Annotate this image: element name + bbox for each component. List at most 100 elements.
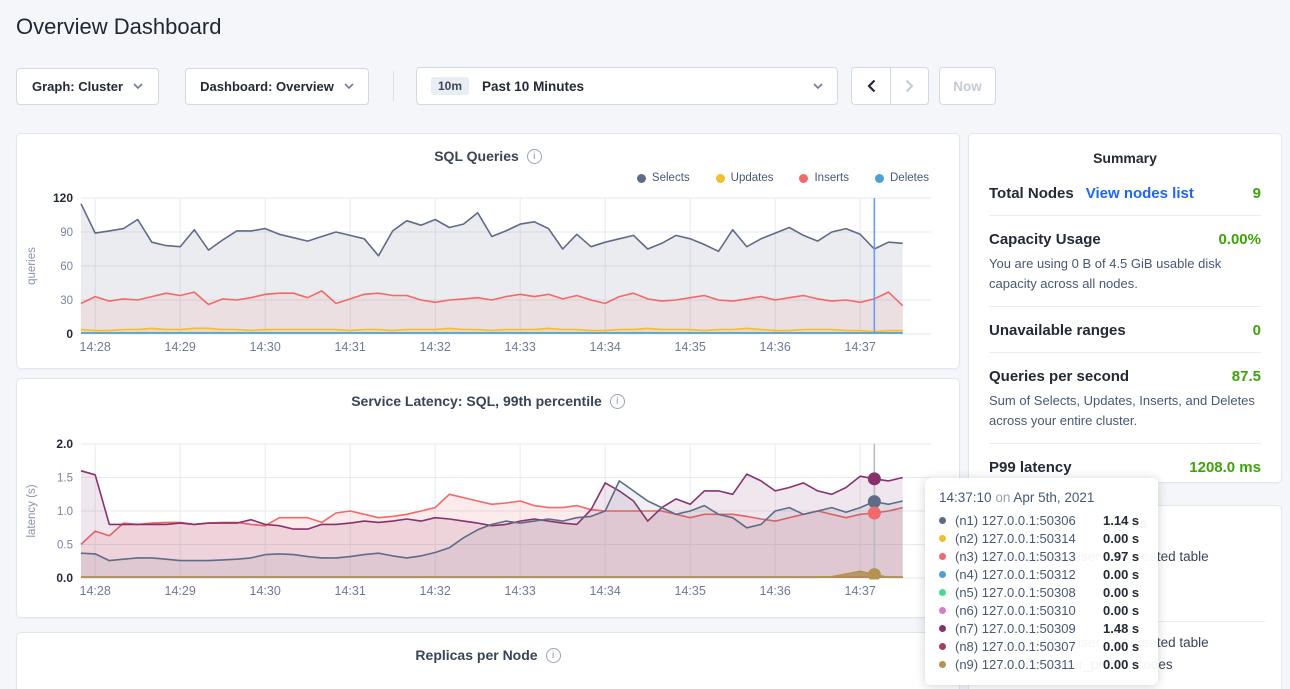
- svg-text:queries: queries: [26, 247, 38, 285]
- summary-row: P99 latency 1208.0 ms: [989, 444, 1261, 489]
- summary-row: Unavailable ranges 0: [989, 307, 1261, 353]
- sql-queries-legend: Selects Updates Inserts Deletes: [17, 164, 959, 186]
- tooltip-node-row: (n6) 127.0.0.1:50310 0.00 s: [939, 601, 1144, 619]
- legend-label: Deletes: [890, 172, 929, 184]
- sql-queries-chart-card: SQL Queries i Selects Updates Inserts Delet…: [16, 133, 960, 369]
- tooltip-node-label: (n7) 127.0.0.1:50309: [955, 620, 1076, 636]
- toolbar-divider: [393, 71, 394, 101]
- info-icon[interactable]: i: [526, 148, 542, 164]
- svg-text:90: 90: [60, 227, 73, 239]
- series-color-dot: [939, 552, 946, 560]
- latency-chart-title: Service Latency: SQL, 99th percentile i: [17, 379, 959, 409]
- graph-scope-dropdown-label: Graph: Cluster: [31, 78, 123, 94]
- latency-chart-card: Service Latency: SQL, 99th percentile i …: [16, 378, 960, 618]
- svg-text:0: 0: [66, 327, 73, 341]
- svg-text:14:36: 14:36: [760, 584, 791, 598]
- legend-color-dot: [636, 173, 646, 183]
- svg-text:14:35: 14:35: [675, 584, 706, 598]
- tooltip-node-row: (n3) 127.0.0.1:50313 0.97 s: [939, 547, 1144, 565]
- svg-text:2.0: 2.0: [56, 437, 73, 451]
- time-window-badge: 10m: [431, 77, 470, 95]
- series-color-dot: [939, 570, 946, 578]
- svg-text:14:32: 14:32: [420, 584, 451, 598]
- series-color-dot: [939, 534, 946, 542]
- tooltip-node-row: (n7) 127.0.0.1:50309 1.48 s: [939, 619, 1144, 637]
- info-icon[interactable]: i: [545, 647, 561, 663]
- tooltip-node-label: (n8) 127.0.0.1:50307: [955, 638, 1076, 654]
- summary-row-value: 1208.0 ms: [1189, 459, 1261, 476]
- summary-row-value: 9: [1252, 185, 1261, 202]
- tooltip-node-label: (n1) 127.0.0.1:50306: [955, 512, 1076, 528]
- tooltip-node-label: (n3) 127.0.0.1:50313: [955, 548, 1076, 564]
- tooltip-node-value: 0.97 s: [1103, 548, 1140, 564]
- summary-row-value: 87.5: [1231, 368, 1261, 385]
- svg-text:0.5: 0.5: [57, 540, 73, 552]
- summary-row: Total Nodes View nodes list 9: [989, 170, 1261, 216]
- summary-panel: Summary Total Nodes View nodes list 9 Capac…: [968, 133, 1282, 483]
- summary-row-label: Queries per second: [989, 368, 1130, 385]
- tooltip-node-row: (n5) 127.0.0.1:50308 0.00 s: [939, 583, 1144, 601]
- summary-row-label: Total Nodes: [989, 185, 1074, 202]
- svg-text:14:34: 14:34: [590, 340, 621, 354]
- svg-text:14:29: 14:29: [165, 584, 196, 598]
- graph-scope-dropdown[interactable]: Graph: Cluster: [16, 67, 159, 105]
- info-icon[interactable]: i: [609, 393, 625, 409]
- svg-text:60: 60: [60, 261, 73, 273]
- series-color-dot: [939, 606, 946, 614]
- tooltip-node-value: 0.00 s: [1103, 530, 1140, 546]
- chevron-right-icon: [905, 79, 914, 93]
- svg-text:latency (s): latency (s): [26, 484, 38, 537]
- svg-text:30: 30: [60, 295, 73, 307]
- time-forward-button[interactable]: [890, 67, 929, 105]
- svg-text:14:29: 14:29: [165, 340, 196, 354]
- svg-text:14:37: 14:37: [845, 340, 876, 354]
- latency-plot-area[interactable]: 0.0 0.5 1.0 1.5 2.0 14:28 14:29 14:30 14:31 14:32…: [17, 411, 959, 602]
- legend-item: Updates: [715, 170, 774, 186]
- tooltip-node-row: (n4) 127.0.0.1:50312 0.00 s: [939, 565, 1144, 583]
- summary-row-value: 0.00%: [1218, 231, 1261, 248]
- svg-text:120: 120: [53, 191, 73, 205]
- svg-text:14:31: 14:31: [335, 340, 366, 354]
- legend-item: Deletes: [875, 170, 929, 186]
- legend-label: Updates: [730, 172, 774, 184]
- legend-item: Selects: [636, 170, 690, 186]
- legend-item: Inserts: [799, 170, 849, 186]
- tooltip-node-row: (n1) 127.0.0.1:50306 1.14 s: [939, 511, 1144, 529]
- now-button[interactable]: Now: [939, 67, 996, 105]
- summary-row-description: You are using 0 B of 4.5 GiB usable disk…: [989, 256, 1222, 291]
- tooltip-node-label: (n9) 127.0.0.1:50311: [955, 656, 1075, 672]
- svg-text:14:37: 14:37: [845, 584, 876, 598]
- dashboard-dropdown[interactable]: Dashboard: Overview: [185, 67, 369, 105]
- tooltip-node-value: 0.00 s: [1103, 566, 1140, 582]
- legend-label: Inserts: [814, 172, 849, 184]
- tooltip-node-value: 0.00 s: [1103, 602, 1140, 618]
- dashboard-dropdown-label: Dashboard: Overview: [200, 78, 334, 94]
- summary-row-value: 0: [1252, 322, 1261, 339]
- svg-text:14:31: 14:31: [335, 584, 366, 598]
- chevron-down-icon: [813, 83, 823, 89]
- tooltip-node-row: (n8) 127.0.0.1:50307 0.00 s: [939, 637, 1144, 655]
- svg-text:14:33: 14:33: [505, 340, 536, 354]
- summary-row-label: P99 latency: [989, 459, 1072, 476]
- page-title: Overview Dashboard: [16, 14, 222, 39]
- summary-panel-title: Summary: [1093, 150, 1157, 166]
- summary-row-label: Unavailable ranges: [989, 322, 1126, 339]
- tooltip-node-value: 1.14 s: [1103, 512, 1140, 528]
- tooltip-node-label: (n2) 127.0.0.1:50314: [955, 530, 1076, 546]
- summary-rows: Total Nodes View nodes list 9 Capacity Usag…: [969, 170, 1281, 489]
- tooltip-node-label: (n5) 127.0.0.1:50308: [955, 584, 1076, 600]
- svg-text:14:32: 14:32: [420, 340, 451, 354]
- time-range-dropdown[interactable]: 10m Past 10 Minutes: [416, 67, 838, 105]
- tooltip-node-label: (n6) 127.0.0.1:50310: [955, 602, 1076, 618]
- sql-queries-plot-area[interactable]: 0 30 60 90 120 14:28 14:29 14:30 14:31 14:32 14:33…: [17, 186, 959, 358]
- view-nodes-list-link[interactable]: View nodes list: [1085, 185, 1194, 202]
- time-back-button[interactable]: [851, 67, 890, 105]
- legend-color-dot: [715, 173, 725, 183]
- svg-text:0.0: 0.0: [56, 571, 73, 585]
- summary-row: Queries per second 87.5 Sum of Selects, Up…: [989, 353, 1261, 444]
- svg-text:14:35: 14:35: [675, 340, 706, 354]
- tooltip-node-value: 1.48 s: [1103, 620, 1140, 636]
- chevron-left-icon: [866, 79, 875, 93]
- svg-text:14:33: 14:33: [505, 584, 536, 598]
